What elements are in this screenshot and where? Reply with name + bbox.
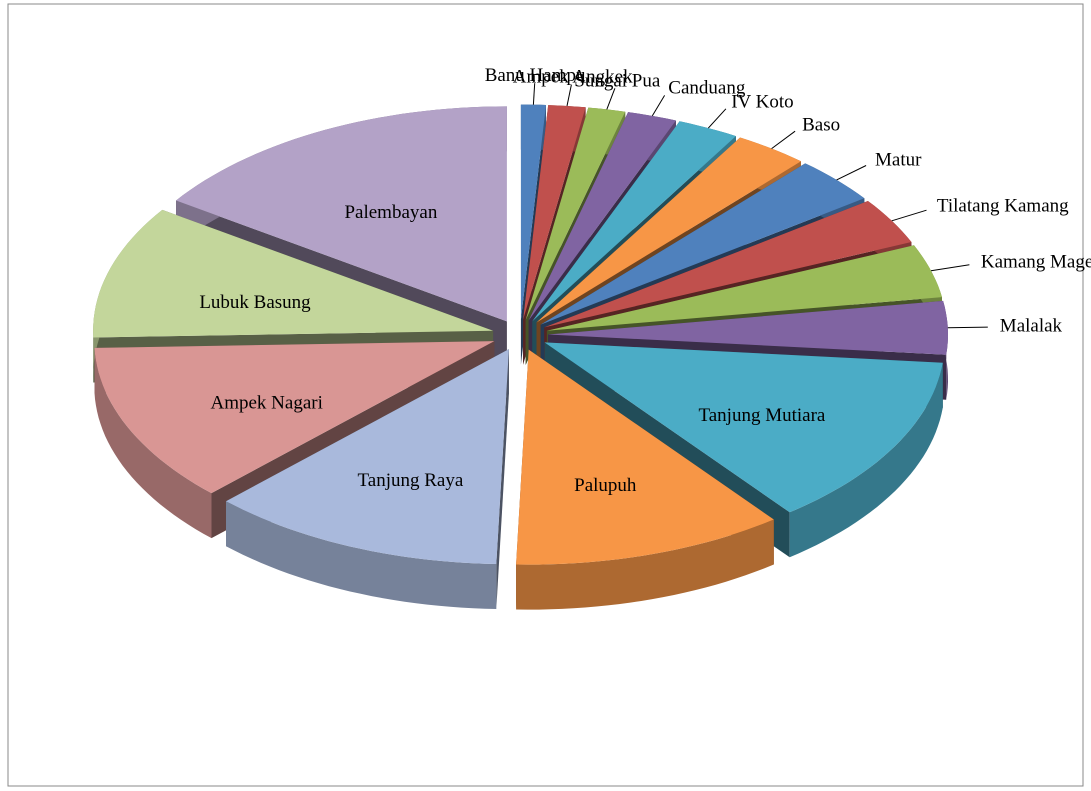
pie-slice xyxy=(546,245,942,331)
pie-slice xyxy=(532,121,736,322)
leader-line xyxy=(566,84,572,107)
pie-slice xyxy=(176,106,507,322)
slice-label: Tanjung Mutiara xyxy=(698,405,825,426)
slice-label: Palupuh xyxy=(574,475,637,496)
pie-slice xyxy=(523,105,586,320)
slice-label: Ampek Nagari xyxy=(211,392,323,413)
slice-side xyxy=(516,519,774,610)
pie xyxy=(93,104,948,610)
leader-line xyxy=(771,130,796,150)
slice-label: Malalak xyxy=(1000,315,1063,336)
leader-line xyxy=(891,209,927,222)
pie-slice xyxy=(525,107,626,320)
slice-label: Tanjung Raya xyxy=(358,470,464,491)
slice-label: Sungai Pua xyxy=(574,70,661,91)
pie-slice xyxy=(544,342,943,513)
slice-label: Kamang Magek xyxy=(981,251,1091,272)
slice-side xyxy=(94,347,212,539)
slice-side xyxy=(789,362,943,558)
slice-label: Ampek Angkek xyxy=(513,67,633,88)
pie-slice xyxy=(536,137,801,323)
pie-slice xyxy=(226,349,509,564)
slice-label: Lubuk Basung xyxy=(199,292,311,313)
slice-label: Canduang xyxy=(668,78,746,99)
slice-label: Palembayan xyxy=(344,202,437,223)
slice-label: Baso xyxy=(802,114,840,135)
leader-line xyxy=(836,165,867,181)
pie-slice xyxy=(528,112,676,321)
pie-slice xyxy=(93,209,494,338)
leader-line xyxy=(707,108,727,129)
pie-slice xyxy=(520,104,546,320)
slice-side xyxy=(226,501,497,609)
slice-label: Tilatang Kamang xyxy=(937,195,1069,216)
leader-line xyxy=(651,95,666,117)
leader-line xyxy=(606,88,616,110)
pie-slice xyxy=(544,201,912,328)
pie-slice xyxy=(540,163,865,325)
pie-slice xyxy=(94,341,495,494)
slice-label: Banu Hampu xyxy=(485,65,586,86)
slice-label: Matur xyxy=(875,149,922,170)
leader-line xyxy=(930,264,970,272)
slice-wall xyxy=(496,349,509,609)
slice-label: IV Koto xyxy=(731,91,793,112)
leader-line xyxy=(532,83,536,105)
pie-slice xyxy=(516,349,774,565)
leader-line xyxy=(947,326,988,329)
pie-slice xyxy=(548,300,948,355)
